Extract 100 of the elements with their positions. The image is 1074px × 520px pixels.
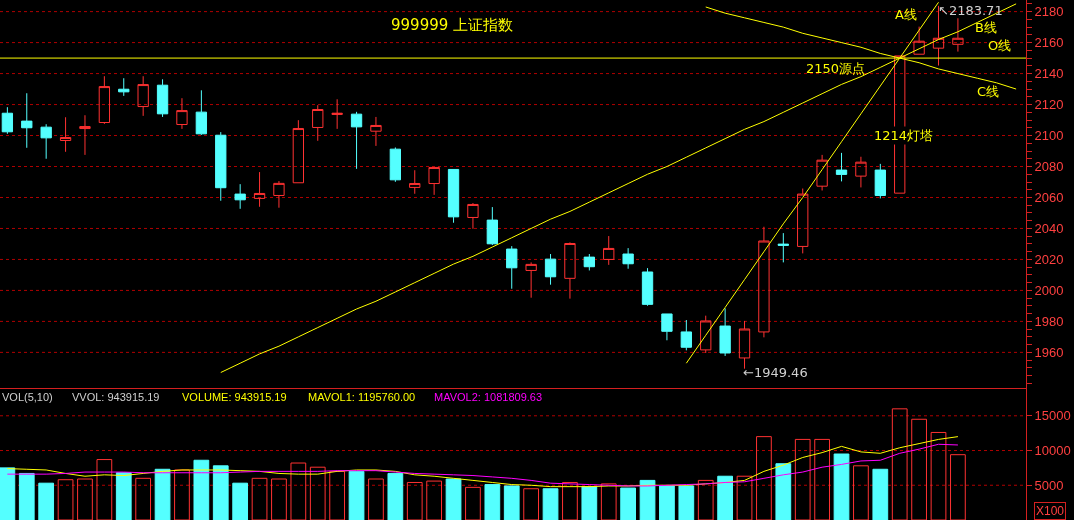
chart-title: VOL(5,10) [2, 391, 53, 403]
bar [736, 475, 753, 520]
y-tick-label: 15000 [1034, 408, 1071, 424]
candlestick [777, 232, 789, 263]
candlestick [98, 75, 111, 125]
bar [232, 482, 249, 520]
bar [639, 479, 656, 520]
bar [503, 485, 520, 520]
text: 999999 上证指数 [391, 16, 514, 34]
text: MAVOL2: 1081809.63 [434, 391, 543, 403]
candlestick [1, 106, 14, 135]
candlestick [622, 247, 634, 270]
candlestick [816, 154, 828, 192]
series-label: C线 [977, 84, 1000, 99]
y-tick-label: 2180 [1034, 4, 1064, 20]
candlestick [253, 171, 266, 208]
bar [523, 488, 540, 520]
candlestick [59, 116, 72, 153]
annotation: ↖2183.71 [938, 3, 1003, 18]
candlestick [700, 315, 712, 354]
y-tick-label: 1960 [1034, 344, 1064, 360]
candlestick [603, 235, 615, 266]
candlestick [350, 111, 363, 170]
candlestick [525, 261, 537, 299]
annotation: 2150源点 [806, 61, 866, 76]
bar [18, 472, 35, 520]
bar [678, 485, 695, 520]
y-tick-label: 2080 [1034, 159, 1064, 175]
candlestick [312, 104, 324, 142]
bar [329, 470, 346, 520]
bar [251, 477, 268, 520]
bar [38, 482, 55, 520]
bar [445, 478, 462, 520]
candlestick [758, 226, 770, 338]
bar [950, 454, 966, 520]
candlestick [118, 77, 130, 97]
candlestick [234, 183, 246, 210]
bar [348, 470, 365, 520]
bar [212, 465, 229, 520]
bar [620, 487, 636, 520]
bar [290, 462, 307, 520]
candlestick [409, 169, 421, 195]
candlestick [738, 320, 751, 370]
candlestick [447, 168, 460, 224]
candlestick [467, 202, 479, 230]
bar [659, 485, 675, 520]
bar [135, 477, 152, 520]
y-tick-label: 5000 [1034, 477, 1064, 493]
y-axis-title: X100 [1036, 504, 1065, 518]
ref-line-label: O线 [988, 38, 1012, 53]
candlestick [855, 156, 867, 188]
y-tick-label: 2120 [1034, 97, 1064, 113]
bar [814, 438, 830, 520]
candlestick [389, 146, 402, 183]
candlestick [661, 313, 673, 341]
bar [484, 484, 501, 520]
y-tick-label: 1980 [1034, 313, 1064, 329]
annotation: ←1949.46 [743, 365, 808, 380]
candlestick [40, 123, 52, 160]
candlestick [719, 307, 731, 357]
y-tick-label: 2020 [1034, 251, 1064, 267]
candlestick [215, 131, 227, 202]
line-series [6, 436, 959, 488]
bar [872, 468, 889, 520]
candlestick [292, 119, 305, 184]
series-label: B线 [975, 20, 997, 35]
bar [930, 431, 947, 520]
bar [600, 483, 617, 520]
annotation: VOLUME: 943915.19 [182, 391, 287, 403]
bar [0, 467, 16, 520]
y-tick-label: 2100 [1034, 128, 1064, 144]
candlestick [195, 89, 208, 136]
candlestick [583, 253, 595, 271]
bar [775, 463, 792, 520]
candlestick [544, 253, 557, 286]
candlestick [913, 26, 925, 55]
y-tick-label: 2140 [1034, 66, 1064, 82]
candlestick [680, 319, 692, 351]
candlestick [506, 245, 518, 290]
series-label: A线 [895, 7, 917, 22]
candlestick [273, 180, 285, 209]
bar [465, 486, 481, 520]
bar [756, 436, 772, 520]
bar [57, 479, 74, 520]
bar [891, 408, 908, 520]
bar [562, 481, 578, 520]
bar [193, 459, 210, 520]
y-tick-label: 2060 [1034, 190, 1064, 206]
candlestick [137, 75, 149, 117]
line-series [6, 443, 959, 487]
candlestick [21, 92, 33, 149]
bar [271, 478, 287, 520]
bar [581, 486, 598, 520]
bar [309, 466, 326, 520]
bar [794, 438, 811, 520]
candlestick [428, 166, 440, 196]
bar [833, 453, 850, 520]
y-tick-label: 2040 [1034, 221, 1064, 237]
candlestick [331, 98, 343, 130]
text: MAVOL1: 1195760.00 [308, 391, 416, 403]
